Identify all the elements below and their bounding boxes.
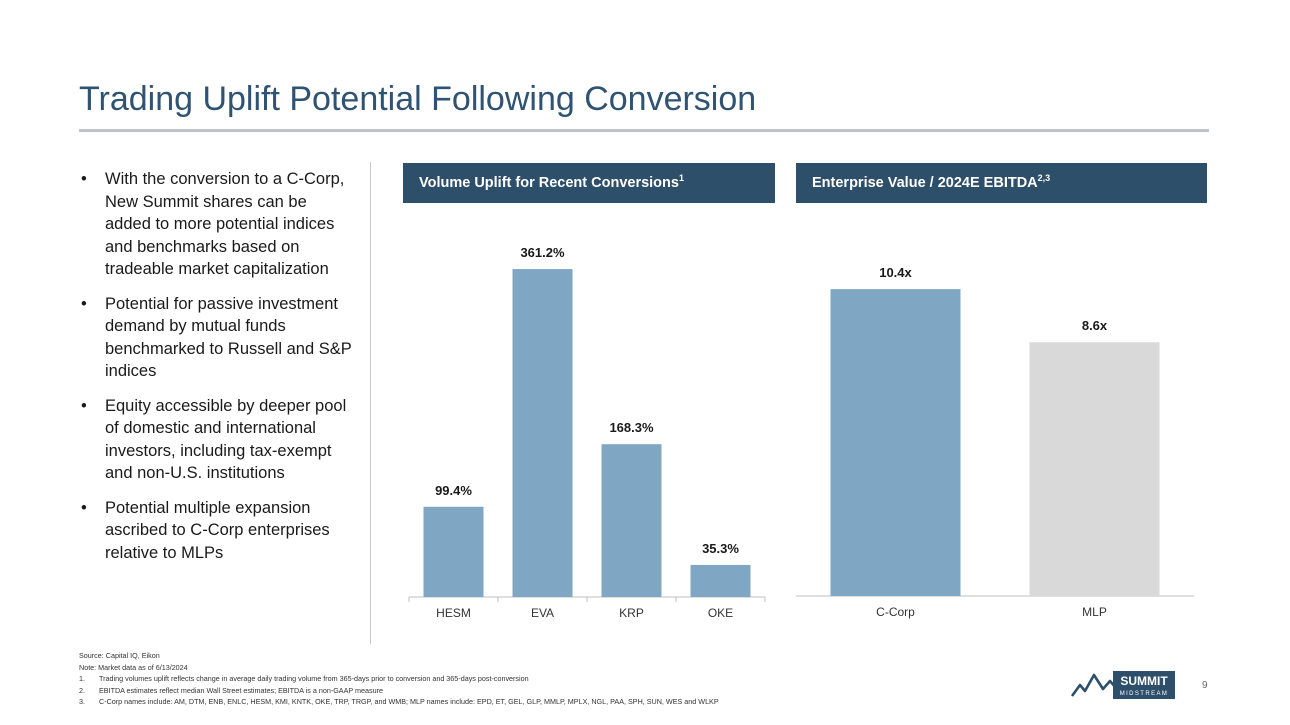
footnote-number: 1. — [79, 674, 85, 683]
bar-hesm — [423, 506, 484, 597]
data-label-c-corp: 10.4x — [879, 265, 912, 280]
bullet-item: • Potential for passive investment demand… — [79, 293, 354, 383]
bullet-marker: • — [81, 396, 87, 415]
category-label-oke: OKE — [708, 606, 733, 620]
bullet-list: • With the conversion to a C-Corp, New Su… — [79, 168, 354, 576]
category-label-hesm: HESM — [436, 606, 471, 620]
logo-badge — [1113, 671, 1175, 699]
bullet-text: Equity accessible by deeper pool of dome… — [105, 396, 347, 483]
ev-ebitda-header: Enterprise Value / 2024E EBITDA2,3 — [796, 163, 1207, 203]
data-label-oke: 35.3% — [702, 541, 739, 556]
volume-uplift-header: Volume Uplift for Recent Conversions1 — [403, 163, 775, 203]
bullet-marker: • — [81, 170, 87, 188]
category-label-krp: KRP — [619, 606, 644, 620]
bullet-marker: • — [81, 294, 87, 313]
column-divider — [370, 162, 371, 644]
logo-wordmark: SUMMIT — [1120, 674, 1168, 688]
category-label-mlp: MLP — [1082, 605, 1107, 619]
page-title: Trading Uplift Potential Following Conve… — [79, 80, 757, 118]
bullet-item: • Potential multiple expansion ascribed t… — [79, 497, 354, 565]
footnote-number: 2. — [79, 685, 85, 695]
market-data-note: Note: Market data as of 6/13/2024 — [79, 662, 188, 672]
footnote-text: EBITDA estimates reflect median Wall Str… — [99, 685, 384, 695]
title-divider — [79, 129, 1209, 132]
footnote-number: 3. — [79, 697, 85, 706]
bar-c-corp — [830, 289, 961, 596]
footnote-1: 1. Trading volumes uplift reflects change… — [79, 673, 719, 685]
footnote-2: 2. EBITDA estimates reflect median Wall S… — [79, 685, 719, 697]
logo-subtext: MIDSTREAM — [1120, 691, 1169, 697]
data-label-eva: 361.2% — [520, 245, 565, 260]
page-number: 9 — [1202, 680, 1208, 691]
category-label-c-corp: C-Corp — [876, 605, 915, 619]
data-label-krp: 168.3% — [609, 420, 654, 435]
bullet-text: With the conversion to a C-Corp, New Sum… — [105, 170, 345, 278]
bullet-text: Potential multiple expansion ascribed to… — [105, 498, 330, 562]
ev-ebitda-title: Enterprise Value / 2024E EBITDA — [812, 175, 1038, 191]
footnotes: Source: Capital IQ, Eikon Note: Market d… — [79, 650, 719, 708]
footnote-3: 3. C-Corp names include: AM, DTM, ENB, EN… — [79, 696, 719, 708]
data-label-mlp: 8.6x — [1082, 318, 1108, 333]
bar-eva — [512, 269, 573, 597]
mountain-icon — [1070, 673, 1117, 697]
bullet-item: • Equity accessible by deeper pool of dom… — [79, 395, 354, 485]
source-note: Source: Capital IQ, Eikon — [79, 651, 160, 660]
volume-uplift-chart: 99.4% HESM 361.2% EVA 168.3% KRP 35.3% OKE — [408, 245, 766, 620]
data-label-hesm: 99.4% — [435, 483, 472, 498]
bar-krp — [601, 444, 662, 597]
summit-midstream-logo: SUMMIT MIDSTREAM — [1070, 671, 1175, 699]
bullet-item: • With the conversion to a C-Corp, New Su… — [79, 168, 354, 281]
bar-oke — [690, 564, 751, 597]
footnote-ref: 1 — [678, 173, 684, 184]
footnote-ref: 2,3 — [1037, 173, 1051, 184]
volume-uplift-title: Volume Uplift for Recent Conversions — [419, 175, 679, 191]
ev-ebitda-chart: 10.4x C-Corp 8.6x MLP — [796, 265, 1194, 619]
bar-mlp — [1029, 342, 1160, 596]
bullet-text: Potential for passive investment demand … — [105, 294, 352, 381]
bullet-marker: • — [81, 498, 87, 517]
category-label-eva: EVA — [531, 606, 554, 620]
footnote-text: C-Corp names include: AM, DTM, ENB, ENLC… — [99, 697, 719, 706]
footnote-text: Trading volumes uplift reflects change i… — [99, 674, 529, 683]
